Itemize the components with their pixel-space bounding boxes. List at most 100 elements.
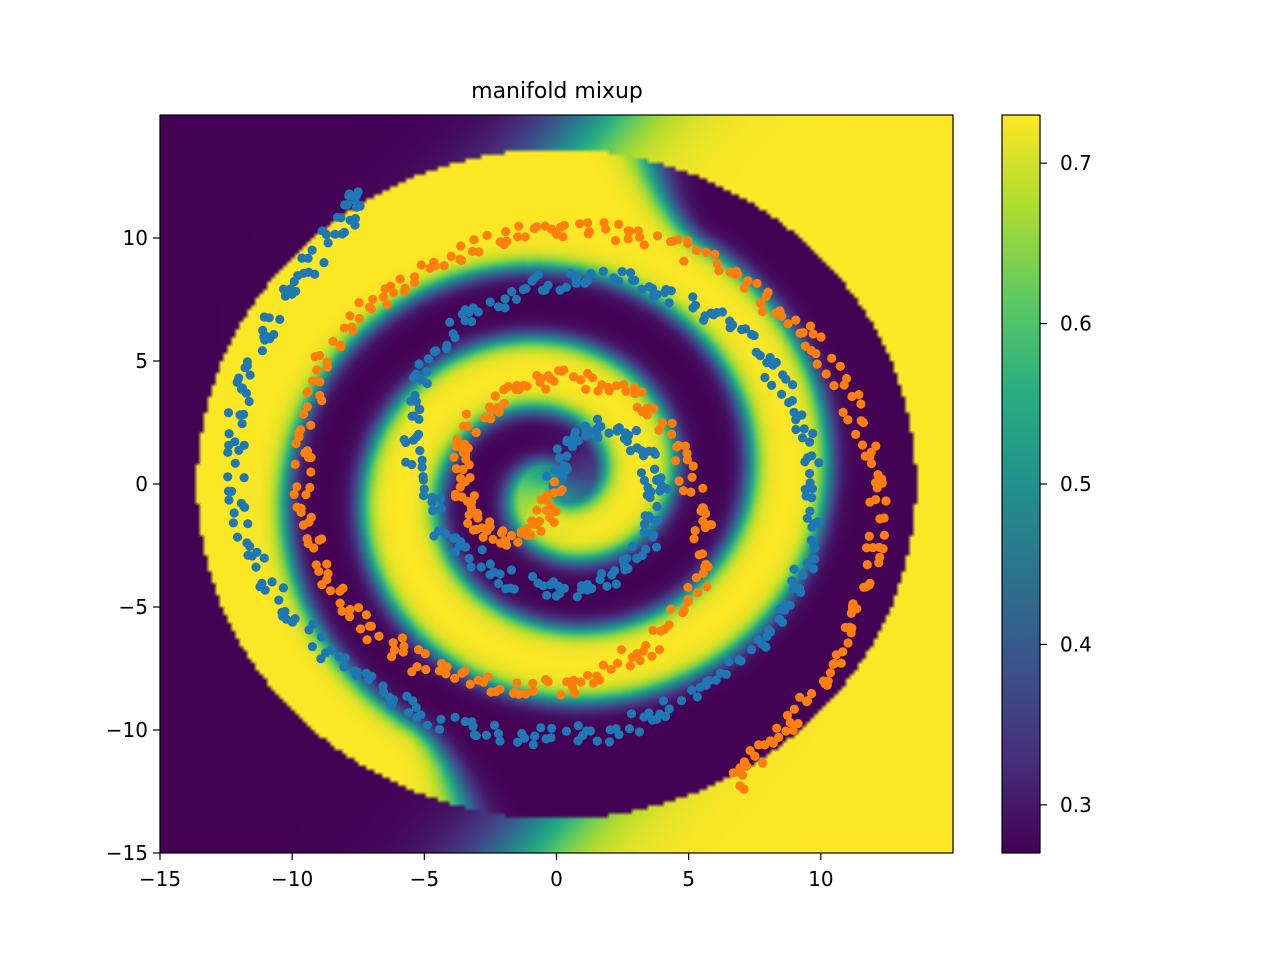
data-point (434, 724, 445, 735)
data-point (639, 240, 649, 250)
data-point (668, 236, 678, 246)
data-point (478, 532, 488, 542)
data-point (428, 506, 438, 516)
data-point (361, 610, 371, 620)
data-point (264, 313, 274, 323)
data-point (860, 451, 870, 461)
data-point (399, 641, 409, 652)
data-point (513, 537, 523, 547)
data-point (581, 384, 591, 394)
data-point (807, 522, 817, 532)
data-point (278, 583, 288, 593)
data-point (298, 520, 308, 530)
data-point (617, 267, 627, 277)
data-point (345, 612, 355, 622)
data-point (513, 232, 523, 242)
data-point (774, 732, 784, 743)
data-point (612, 424, 623, 434)
data-point (652, 516, 662, 526)
data-point (658, 696, 669, 706)
data-point (321, 648, 331, 658)
data-point (411, 432, 421, 442)
data-point (623, 226, 633, 236)
data-point (410, 390, 420, 401)
data-point (791, 424, 801, 435)
data-point (791, 315, 801, 325)
data-point (676, 696, 687, 706)
data-point (588, 678, 599, 688)
data-point (873, 470, 883, 480)
data-point (465, 679, 475, 689)
data-point (576, 375, 586, 385)
data-point (667, 429, 677, 439)
data-point (500, 303, 510, 313)
data-point (545, 513, 555, 523)
data-point (697, 549, 708, 559)
data-point (728, 768, 738, 778)
data-point (652, 714, 662, 724)
data-point (531, 519, 542, 530)
data-point (457, 492, 467, 502)
data-point (401, 457, 411, 467)
data-point (866, 458, 877, 469)
data-point (242, 361, 252, 371)
data-point (802, 697, 812, 707)
data-point (604, 737, 615, 747)
data-point (467, 317, 477, 327)
data-point (879, 530, 890, 540)
data-point (750, 751, 760, 761)
data-point (308, 619, 318, 629)
data-point (411, 369, 421, 379)
data-point (436, 504, 446, 514)
data-point (810, 554, 820, 564)
data-point (801, 491, 811, 501)
y-axis: −15 −10 −5 0 5 10 (106, 226, 160, 865)
data-point (379, 687, 389, 697)
data-point (580, 278, 590, 288)
data-point (301, 490, 311, 500)
data-point (865, 497, 875, 507)
data-point (399, 435, 409, 445)
data-point (797, 410, 807, 420)
data-point (626, 709, 637, 719)
data-point (306, 467, 316, 477)
data-point (688, 292, 698, 302)
data-point (257, 578, 267, 588)
colorbar-tick-label: 0.4 (1060, 632, 1092, 656)
data-point (611, 381, 622, 391)
data-point (687, 685, 697, 695)
x-tick-label: −10 (271, 867, 313, 891)
data-point (352, 671, 362, 681)
data-point (338, 583, 348, 593)
data-point (430, 261, 440, 271)
data-point (319, 258, 329, 268)
data-point (789, 407, 799, 417)
data-point (416, 260, 426, 270)
data-point (639, 475, 650, 486)
data-point (461, 409, 471, 419)
data-point (436, 714, 446, 725)
scatter-layer (223, 187, 891, 795)
data-point (781, 726, 791, 736)
data-point (610, 566, 620, 576)
data-point (485, 297, 495, 307)
data-point (854, 390, 864, 400)
data-point (678, 486, 689, 496)
data-point (501, 227, 511, 237)
data-point (485, 570, 495, 580)
data-point (355, 201, 365, 211)
data-point (486, 414, 496, 424)
data-point (476, 562, 486, 572)
data-point (735, 781, 745, 791)
data-point (427, 492, 437, 502)
data-point (711, 675, 721, 685)
data-point (422, 378, 432, 389)
data-point (229, 508, 239, 518)
data-point (240, 502, 250, 512)
data-point (303, 253, 313, 263)
data-point (881, 496, 891, 506)
data-point (874, 542, 884, 552)
data-point (601, 224, 611, 234)
data-point (699, 315, 709, 325)
data-point (782, 710, 793, 721)
